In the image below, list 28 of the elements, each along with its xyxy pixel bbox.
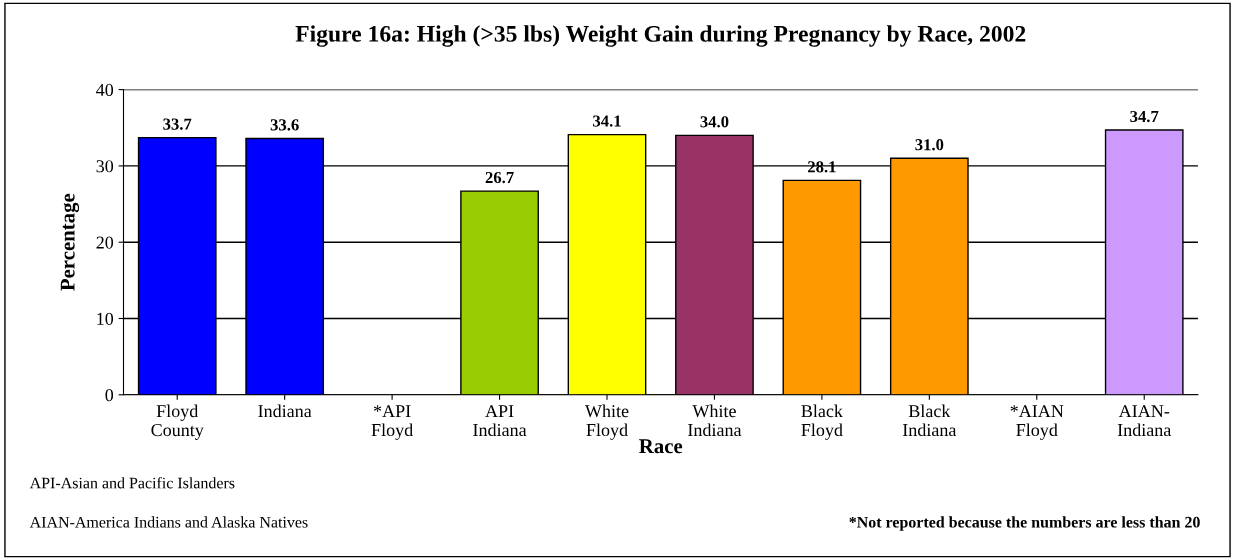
y-tick-label: 40: [96, 83, 114, 97]
data-label: 26.7: [485, 171, 514, 184]
x-axis-title: Race: [639, 439, 683, 454]
x-tick-label: *AIAN Floyd: [1010, 405, 1064, 440]
x-tick-label: Indiana: [258, 404, 312, 418]
data-label: 31.0: [915, 139, 944, 151]
x-tick-label: *API Floyd: [371, 405, 413, 440]
y-axis-title: Percentage: [60, 193, 80, 291]
y-tick-label: 10: [97, 312, 114, 325]
x-tick-label: White Indiana: [688, 404, 742, 437]
y-tick-label: 30: [96, 160, 114, 173]
x-tick-label: White Floyd: [584, 404, 629, 440]
data-label: 34.0: [700, 116, 729, 128]
data-label: 34.1: [593, 115, 621, 127]
text: API-Asian and Pacific Islanders: [29, 477, 235, 489]
x-tick-label: Black Floyd: [801, 404, 843, 440]
x-tick-label: Black Indiana: [902, 404, 957, 437]
text: AIAN-America Indians and Alaska Natives: [29, 516, 308, 528]
x-tick-label: AIAN- Indiana: [1117, 405, 1172, 437]
y-tick-label: 0: [105, 389, 114, 402]
data-label: 33.7: [163, 118, 192, 130]
x-tick-label: API Indiana: [473, 405, 527, 437]
x-tick-label: Floyd County: [151, 404, 204, 440]
chart-title: Figure 16a: High (>35 lbs) Weight Gain during Pregnancy by Race, 2002: [295, 25, 1026, 47]
data-label: 33.6: [270, 119, 299, 131]
data-label: 34.7: [1130, 110, 1159, 123]
y-tick-label: 20: [96, 236, 114, 249]
text: *Not reported because the numbers are less than 20: [849, 516, 1200, 531]
